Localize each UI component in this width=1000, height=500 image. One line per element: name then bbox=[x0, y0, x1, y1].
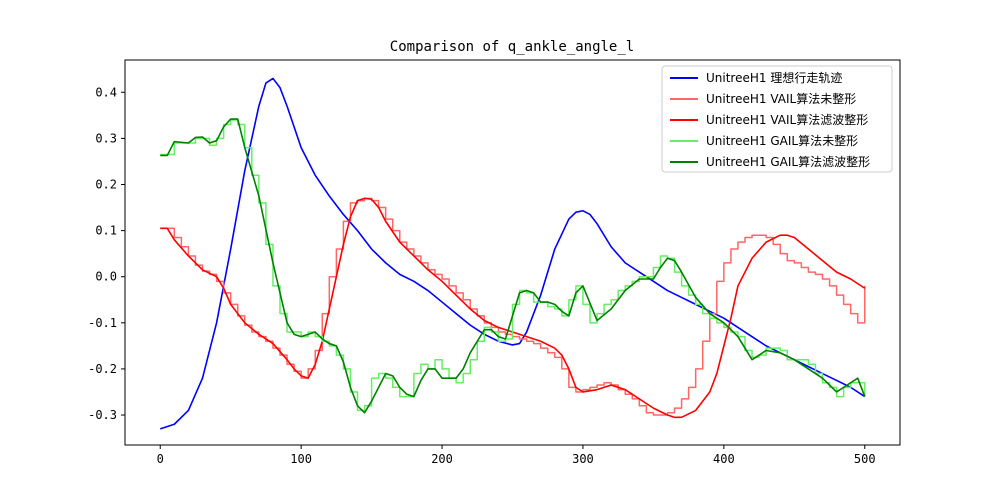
legend-box bbox=[661, 65, 893, 173]
y-tick-label: 0.4 bbox=[95, 85, 117, 99]
y-tick-label: -0.2 bbox=[88, 362, 117, 376]
legend-label-3: UnitreeH1 VAIL算法滤波整形 bbox=[706, 112, 868, 127]
y-tick-label: -0.3 bbox=[88, 408, 117, 422]
legend-label-2: UnitreeH1 VAIL算法未整形 bbox=[706, 91, 856, 106]
legend: UnitreeH1 理想行走轨迹 UnitreeH1 VAIL算法未整形 Unitr… bbox=[661, 65, 893, 173]
x-tick-label: 100 bbox=[290, 452, 312, 466]
series-line-5 bbox=[160, 118, 866, 414]
y-tick-label: 0.2 bbox=[95, 177, 117, 191]
y-tick-label: 0.3 bbox=[95, 131, 117, 145]
series-line-1 bbox=[159, 77, 866, 430]
legend-label-4: UnitreeH1 GAIL算法未整形 bbox=[706, 133, 858, 148]
chart-title: Comparison of q_ankle_angle_l bbox=[390, 39, 634, 55]
x-tick-label: 300 bbox=[572, 452, 594, 466]
y-tick-label: 0.0 bbox=[95, 270, 117, 284]
x-tick-label: 200 bbox=[431, 452, 453, 466]
series-line-3 bbox=[160, 197, 866, 419]
legend-label-5: UnitreeH1 GAIL算法滤波整形 bbox=[706, 154, 870, 169]
series-layer bbox=[159, 77, 866, 430]
plot-frame bbox=[124, 59, 901, 446]
x-tick-label: 0 bbox=[157, 452, 164, 466]
axes-layer: 0 100 200 300 400 500 -0.3 -0.2 -0.1 0.0 0.1 0.2 0.3… bbox=[88, 59, 901, 466]
x-tick-label: 400 bbox=[713, 452, 735, 466]
legend-label-1: UnitreeH1 理想行走轨迹 bbox=[706, 70, 842, 85]
x-tick-label: 500 bbox=[854, 452, 876, 466]
y-tick-label: 0.1 bbox=[95, 224, 117, 238]
y-tick-label: -0.1 bbox=[88, 316, 117, 330]
